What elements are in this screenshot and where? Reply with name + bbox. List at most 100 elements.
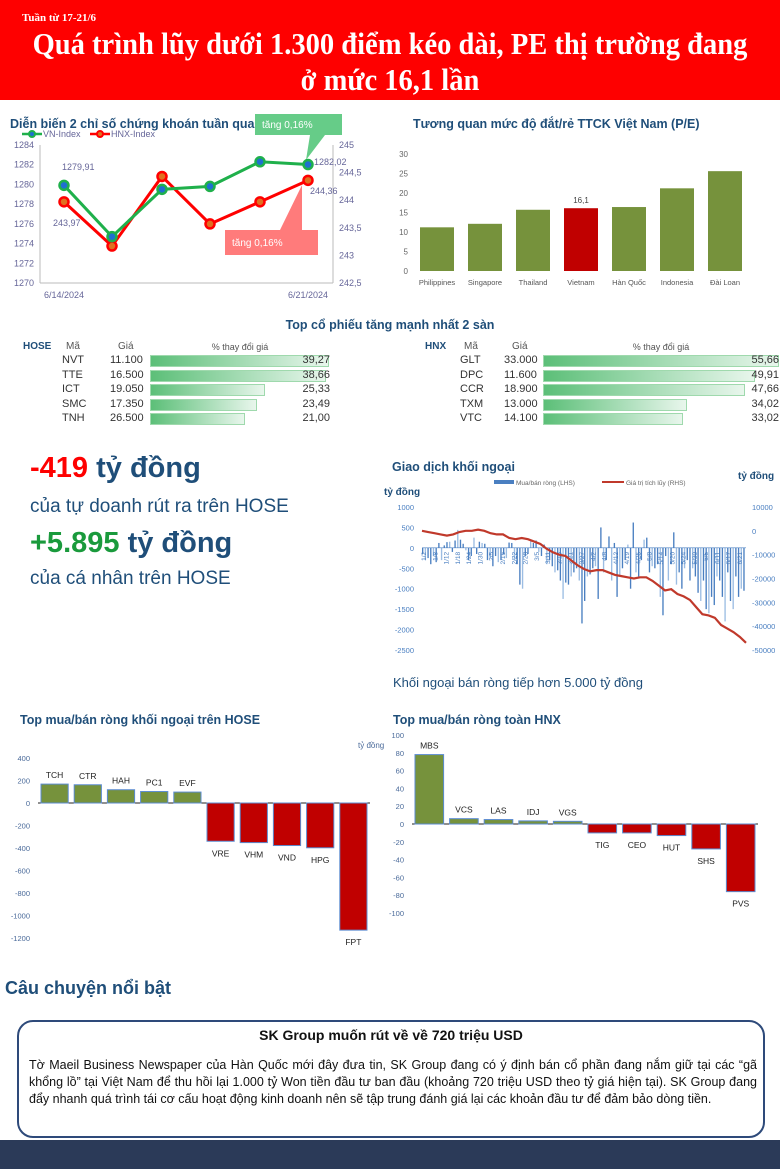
bar-label: VHM	[244, 850, 263, 860]
date-tick: 4/8	[602, 551, 609, 560]
pe-bar-Đài Loan	[708, 171, 742, 271]
change-bar	[543, 413, 683, 425]
story-box: SK Group muốn rút về về 720 triệu USD Tờ…	[17, 1020, 765, 1138]
daily-bar	[638, 547, 640, 577]
date-tick: 2/22	[511, 551, 518, 564]
hnx-callout-text: tăng 0,16%	[232, 238, 283, 249]
date-tick: 1/24	[466, 551, 473, 564]
date-tick: 6/5	[703, 551, 710, 560]
daily-bar	[567, 547, 570, 585]
stock-code: TTE	[62, 368, 83, 381]
col-header-price: Giá	[512, 341, 528, 352]
daily-bar	[446, 542, 448, 548]
retail-value: +5.895	[30, 527, 120, 559]
daily-bar	[440, 547, 443, 561]
y-tick-left: 1270	[14, 278, 34, 288]
y-tick: 5	[404, 248, 409, 257]
y-tick-right: 244,5	[339, 168, 362, 178]
daily-bar	[678, 547, 680, 573]
prop-value: -419	[30, 452, 89, 484]
y-tick-left: 1276	[14, 219, 34, 229]
daily-bar	[737, 547, 740, 597]
daily-bar	[732, 547, 734, 610]
x-tick: Indonesia	[661, 278, 694, 287]
y-tick-left: 1280	[14, 179, 34, 189]
vn-point	[204, 180, 216, 193]
y-tick: 60	[396, 767, 404, 776]
date-tick: 5/8	[647, 551, 654, 560]
y-tick-left: -1000	[395, 585, 414, 594]
y-tick-left: 0	[410, 544, 414, 553]
date-tick: 5/14	[658, 551, 665, 564]
y-tick-left: 1284	[14, 140, 34, 150]
y-tick-left: 1278	[14, 199, 34, 209]
date-tick: 1/18	[455, 551, 462, 564]
y-tick: 20	[399, 189, 408, 198]
daily-bar	[740, 547, 742, 589]
daily-bar	[667, 547, 670, 581]
y-tick: -800	[15, 889, 30, 898]
daily-bar	[449, 541, 451, 548]
y-tick: 15	[399, 209, 408, 218]
daily-bar	[454, 540, 456, 548]
hnx-point	[156, 170, 168, 183]
daily-bar	[692, 547, 694, 569]
daily-bar	[675, 547, 678, 585]
daily-bar	[554, 547, 556, 573]
retail-desc: của cá nhân trên HOSE	[30, 568, 231, 589]
date-tick: 3/21	[568, 551, 575, 564]
bar-label: IDJ	[527, 807, 540, 817]
y-tick: -40	[393, 856, 404, 865]
daily-bar	[592, 547, 594, 569]
date-tick: 1/8	[432, 551, 439, 560]
change-bar	[543, 398, 688, 411]
foreign-trading-chart: tỷ đồng tỷ đồng Mua/bán ròng (LHS) Giá trị …	[384, 470, 775, 655]
y-tick-left: 1274	[14, 239, 34, 249]
change-bar	[543, 369, 755, 382]
y-tick-left: 1282	[14, 160, 34, 170]
bar-CTR	[73, 784, 102, 804]
bar-label: HPG	[311, 855, 329, 865]
daily-bar	[594, 547, 597, 567]
cumulative-line	[421, 528, 747, 644]
daily-bar	[643, 539, 645, 548]
bar-label: TIG	[595, 840, 609, 850]
right-unit: tỷ đồng	[738, 470, 774, 482]
change-value: 33,02	[751, 412, 779, 424]
stock-price: 17.350	[110, 397, 144, 410]
y-tick-left: -500	[399, 564, 414, 573]
daily-bar	[673, 532, 675, 548]
bar-label: EVF	[179, 778, 196, 788]
date-tick: 1/30	[477, 551, 484, 564]
y-tick: 10	[399, 228, 408, 237]
daily-bar	[681, 547, 683, 589]
daily-bar	[513, 547, 516, 561]
bar-CEO	[622, 823, 652, 834]
y-tick-right: 242,5	[339, 278, 362, 288]
bar-label: SHS	[697, 856, 715, 866]
page-title: Quá trình lũy dưới 1.300 điểm kéo dài, P…	[32, 26, 748, 97]
y-tick-right: -20000	[752, 575, 775, 584]
daily-bar	[621, 547, 624, 569]
date-tick: 6/17	[726, 551, 733, 564]
hnx-line	[62, 174, 309, 249]
pe-bar-Philippines	[420, 227, 454, 271]
bar-VGS	[552, 820, 583, 825]
daily-bar	[432, 547, 435, 557]
daily-bar	[629, 547, 632, 589]
stock-price: 14.100	[504, 412, 538, 424]
hnx-point	[254, 196, 266, 208]
data-label: 16,1	[573, 196, 589, 205]
y-tick-left: -1500	[395, 605, 414, 614]
vn-point	[254, 156, 266, 168]
y-tick-left: 1000	[397, 503, 414, 512]
daily-bar	[470, 547, 472, 557]
daily-bar	[430, 547, 432, 565]
change-bar	[150, 384, 266, 396]
y-tick: -60	[393, 873, 404, 882]
change-bar	[150, 413, 246, 425]
col-header-change: % thay đổi giá	[632, 342, 690, 352]
y-tick-right: 245	[339, 140, 354, 150]
y-tick: -80	[393, 891, 404, 900]
date-tick: 3/15	[556, 551, 563, 564]
